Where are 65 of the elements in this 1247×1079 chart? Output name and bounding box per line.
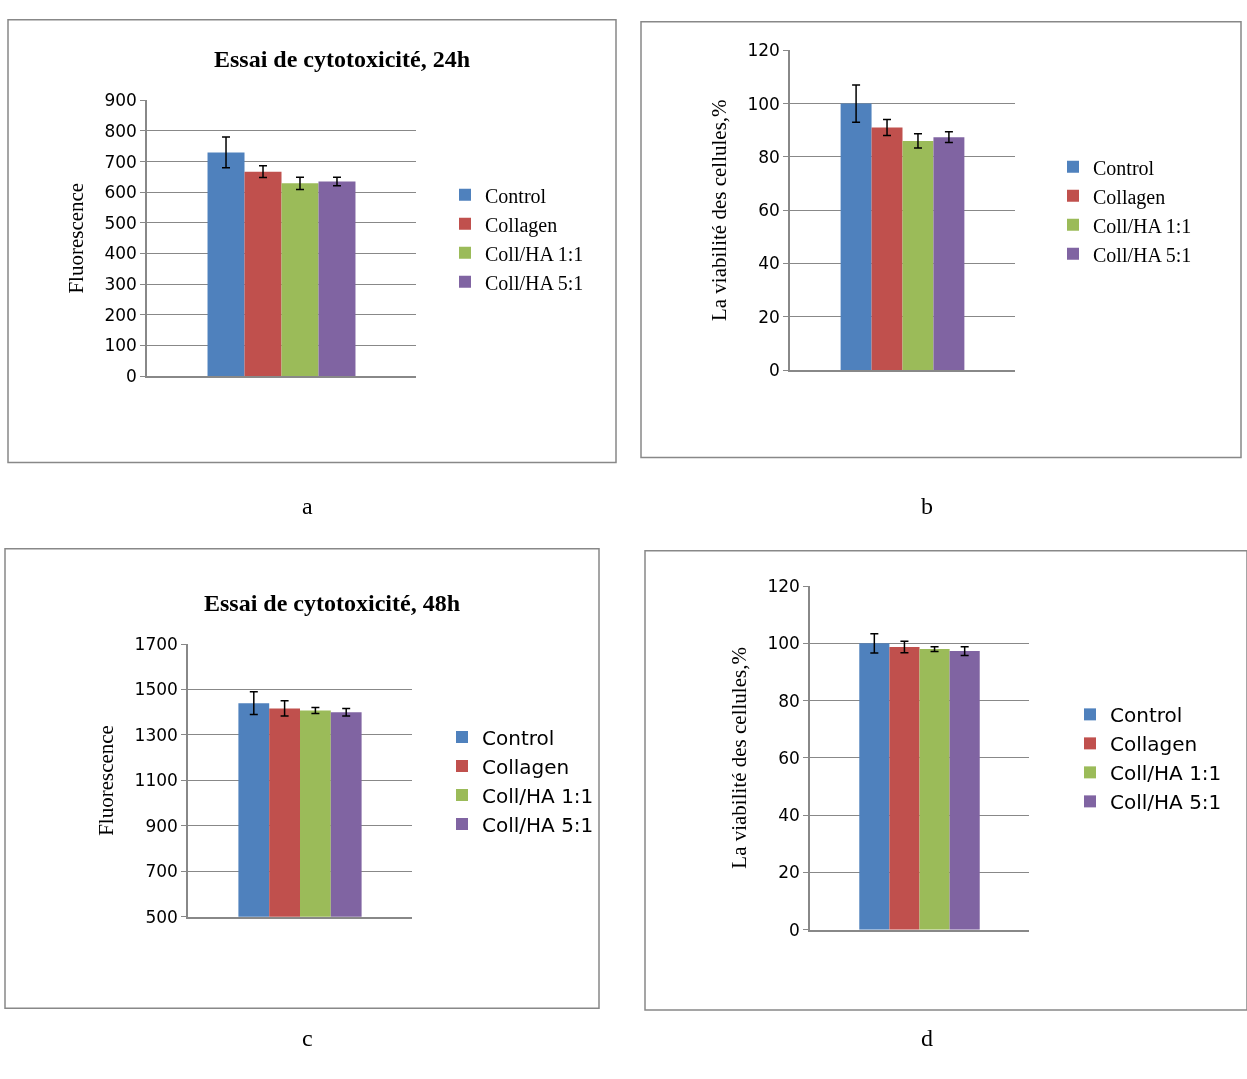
y-tick-label: 120 <box>747 40 780 61</box>
legend-label: Collagen <box>1110 732 1198 757</box>
y-tick-label: 700 <box>104 151 137 172</box>
y-tick-label: 60 <box>778 747 800 768</box>
y-tick-label: 900 <box>145 815 178 836</box>
text: d <box>921 1025 933 1051</box>
legend-label: Coll/HA 5:1 <box>1110 790 1222 815</box>
y-tick-label: 40 <box>758 253 780 274</box>
y-tick-label: 120 <box>767 576 800 597</box>
y-tick-label: 80 <box>758 146 780 167</box>
legend-label: Coll/HA 1:1 <box>1110 761 1222 786</box>
y-tick-label: 1100 <box>134 770 178 791</box>
legend-label: Coll/HA 5:1 <box>1093 243 1192 266</box>
y-tick-label: 80 <box>778 690 800 711</box>
y-tick-label: 1500 <box>134 679 178 700</box>
legend-label: Control <box>1093 156 1155 179</box>
y-axis-title: Fluorescence <box>64 182 89 294</box>
y-tick-label: 100 <box>747 93 780 114</box>
y-tick-label: 20 <box>778 862 800 883</box>
legend-label: Control <box>485 184 547 207</box>
legend-label: Collagen <box>482 754 570 779</box>
legend-label: Coll/HA 1:1 <box>482 783 594 808</box>
y-tick-label: 1700 <box>134 633 178 654</box>
y-tick-label: 0 <box>769 360 780 381</box>
bar <box>244 171 282 377</box>
y-tick-label: 100 <box>767 633 800 654</box>
legend-label: Control <box>1110 703 1183 728</box>
bar <box>902 140 934 371</box>
y-axis-title: La viabilité des cellules,% <box>727 647 752 869</box>
legend-label: Coll/HA 1:1 <box>1093 214 1192 237</box>
bar <box>207 152 245 377</box>
y-axis-title: La viabilité des cellules,% <box>707 99 732 322</box>
y-tick-label: 800 <box>104 120 137 141</box>
y-tick-label: 300 <box>104 274 137 295</box>
bar <box>281 183 319 377</box>
y-tick-label: 400 <box>104 243 137 264</box>
y-tick-label: 700 <box>145 861 178 882</box>
y-tick-label: 200 <box>104 304 137 325</box>
legend-label: Coll/HA 5:1 <box>482 812 594 837</box>
y-tick-label: 20 <box>758 306 780 327</box>
legend-label: Coll/HA 1:1 <box>485 242 584 265</box>
legend-label: Collagen <box>1093 185 1166 209</box>
bar <box>871 127 903 371</box>
y-tick-label: 100 <box>104 335 137 356</box>
y-tick-label: 600 <box>104 182 137 203</box>
text: c <box>302 1025 313 1051</box>
chart-title: Essai de cytotoxicité, 48h <box>204 590 460 616</box>
y-tick-label: 500 <box>145 906 178 927</box>
legend-label: Control <box>482 725 555 750</box>
chart-title: Essai de cytotoxicité, 24h <box>214 46 470 72</box>
y-tick-label: 0 <box>126 366 137 387</box>
y-tick-label: 60 <box>758 200 780 221</box>
legend-label: Collagen <box>485 213 558 237</box>
bar <box>840 103 872 371</box>
y-axis-title: Fluorescence <box>94 725 119 836</box>
bar <box>933 137 965 371</box>
y-tick-label: 1300 <box>134 724 178 745</box>
text: a <box>302 493 313 519</box>
bar <box>318 181 356 377</box>
text: b <box>921 493 933 519</box>
legend-label: Coll/HA 5:1 <box>485 271 584 294</box>
y-tick-label: 0 <box>789 919 800 940</box>
y-tick-label: 500 <box>104 212 137 233</box>
y-tick-label: 40 <box>778 805 800 826</box>
y-tick-label: 900 <box>104 90 137 111</box>
